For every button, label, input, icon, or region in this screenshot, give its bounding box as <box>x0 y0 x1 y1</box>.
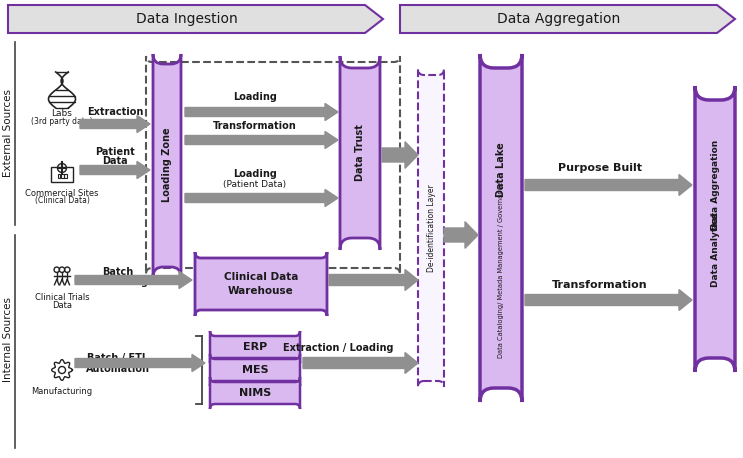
FancyBboxPatch shape <box>153 54 181 277</box>
FancyBboxPatch shape <box>340 56 380 250</box>
Text: External Sources: External Sources <box>3 89 13 177</box>
Polygon shape <box>400 5 735 33</box>
FancyBboxPatch shape <box>418 69 444 387</box>
Text: ERP: ERP <box>243 342 267 352</box>
FancyBboxPatch shape <box>480 54 522 402</box>
Text: Extraction / Loading: Extraction / Loading <box>283 343 393 353</box>
Text: Data: Data <box>52 300 72 310</box>
FancyBboxPatch shape <box>195 252 327 316</box>
Text: Batch: Batch <box>103 267 134 277</box>
Text: Purpose Built: Purpose Built <box>558 163 642 173</box>
Polygon shape <box>525 289 692 311</box>
Polygon shape <box>80 162 150 179</box>
Text: Data Aggregation: Data Aggregation <box>710 140 719 230</box>
Polygon shape <box>75 272 192 289</box>
Text: Data Lake: Data Lake <box>496 142 506 197</box>
Text: Loading Zone: Loading Zone <box>162 128 172 202</box>
Polygon shape <box>8 5 383 33</box>
Polygon shape <box>185 104 338 120</box>
Polygon shape <box>80 115 150 132</box>
Text: Automation: Automation <box>86 364 150 374</box>
Text: Internal Sources: Internal Sources <box>3 298 13 382</box>
Text: Commercial Sites: Commercial Sites <box>25 190 99 198</box>
Text: Extraction: Extraction <box>87 107 143 117</box>
Text: Loading: Loading <box>233 92 277 102</box>
Polygon shape <box>185 131 338 148</box>
Text: Processing: Processing <box>88 277 148 287</box>
Text: Data Trust: Data Trust <box>355 125 365 181</box>
Text: (Clinical Data): (Clinical Data) <box>35 196 89 206</box>
Text: (3rd party data): (3rd party data) <box>31 116 93 125</box>
Text: and: and <box>710 212 719 229</box>
Text: Loading: Loading <box>233 169 277 179</box>
Text: Data Ingestion: Data Ingestion <box>136 12 237 26</box>
FancyBboxPatch shape <box>210 354 300 386</box>
Polygon shape <box>75 354 205 371</box>
FancyBboxPatch shape <box>210 377 300 409</box>
Polygon shape <box>525 174 692 196</box>
Text: MES: MES <box>241 365 268 375</box>
Polygon shape <box>185 190 338 207</box>
Text: Transformation: Transformation <box>552 280 648 290</box>
Text: Manufacturing: Manufacturing <box>31 387 93 397</box>
Text: Data Analytics: Data Analytics <box>710 213 719 287</box>
Polygon shape <box>329 270 418 290</box>
Text: Labs: Labs <box>51 109 72 118</box>
Polygon shape <box>382 142 418 168</box>
Text: NIMS: NIMS <box>239 388 271 398</box>
Text: Data Cataloging/ Metada Management / Governance: Data Cataloging/ Metada Management / Gov… <box>498 182 504 358</box>
Text: Data: Data <box>103 156 128 166</box>
Text: De-identification Layer: De-identification Layer <box>426 184 435 272</box>
Text: Data Aggregation: Data Aggregation <box>497 12 620 26</box>
Text: Transformation: Transformation <box>213 121 297 131</box>
Text: Clinical Data
Warehouse: Clinical Data Warehouse <box>224 273 298 295</box>
Polygon shape <box>303 353 418 373</box>
FancyBboxPatch shape <box>146 56 400 274</box>
FancyBboxPatch shape <box>210 331 300 363</box>
Text: Clinical Trials: Clinical Trials <box>35 294 89 302</box>
FancyBboxPatch shape <box>695 86 735 372</box>
Polygon shape <box>444 222 478 248</box>
Text: Batch / ETL: Batch / ETL <box>88 353 149 363</box>
Text: (Patient Data): (Patient Data) <box>224 180 287 190</box>
Text: Patient: Patient <box>95 147 135 157</box>
